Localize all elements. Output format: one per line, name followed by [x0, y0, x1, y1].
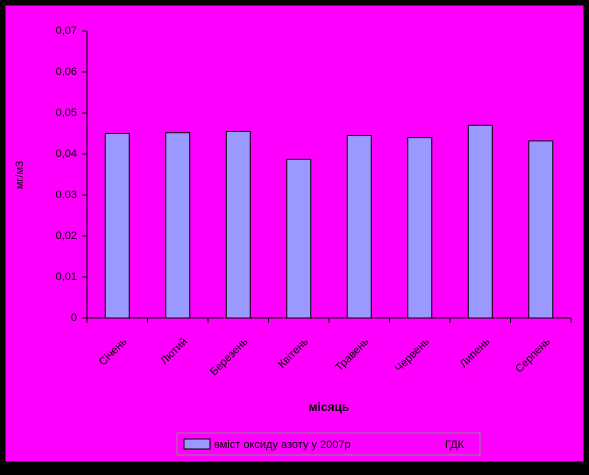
y-tick-label: 0,05	[56, 107, 77, 119]
y-tick-label: 0,02	[56, 230, 77, 242]
bar	[467, 124, 493, 319]
bar	[225, 130, 251, 319]
legend: вміст оксиду азоту у 2007р ГДК	[176, 432, 481, 456]
bar	[528, 140, 554, 319]
bar	[286, 158, 312, 319]
y-tick-label: 0,06	[56, 66, 77, 78]
legend-swatch	[183, 438, 211, 450]
y-tick-label: 0	[71, 312, 77, 324]
y-axis-label: мг/м3	[14, 161, 26, 189]
x-axis-label: місяць	[309, 400, 350, 414]
y-tick-label: 0,01	[56, 271, 77, 283]
y-tick-label: 0,04	[56, 148, 77, 160]
bar	[346, 135, 372, 319]
legend-label: ГДК	[445, 439, 465, 451]
bar	[407, 137, 433, 319]
y-tick-label: 0,07	[56, 25, 77, 37]
bar	[165, 132, 191, 319]
legend-label: вміст оксиду азоту у 2007р	[214, 439, 351, 451]
y-tick-label: 0,03	[56, 189, 77, 201]
bar	[104, 133, 130, 319]
legend-box	[176, 432, 481, 456]
